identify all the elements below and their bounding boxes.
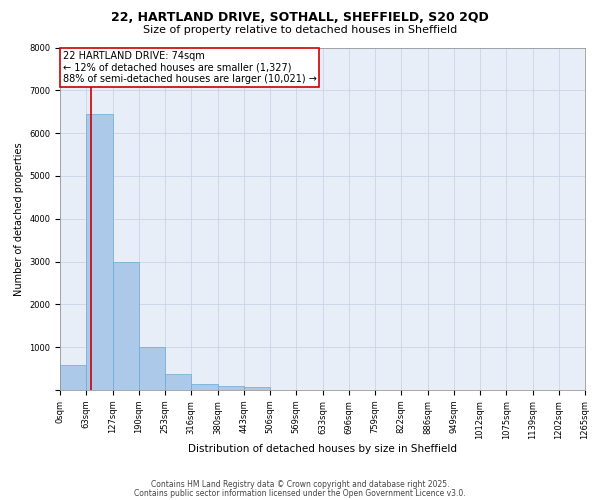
Bar xyxy=(218,386,244,390)
Text: Contains HM Land Registry data © Crown copyright and database right 2025.: Contains HM Land Registry data © Crown c… xyxy=(151,480,449,489)
Bar xyxy=(60,365,86,390)
Bar xyxy=(86,114,113,390)
Text: Size of property relative to detached houses in Sheffield: Size of property relative to detached ho… xyxy=(143,25,457,35)
Text: Contains public sector information licensed under the Open Government Licence v3: Contains public sector information licen… xyxy=(134,488,466,498)
Text: 22 HARTLAND DRIVE: 74sqm
← 12% of detached houses are smaller (1,327)
88% of sem: 22 HARTLAND DRIVE: 74sqm ← 12% of detach… xyxy=(62,51,317,84)
Bar xyxy=(165,374,191,390)
Bar xyxy=(244,387,270,390)
X-axis label: Distribution of detached houses by size in Sheffield: Distribution of detached houses by size … xyxy=(188,444,457,454)
Y-axis label: Number of detached properties: Number of detached properties xyxy=(14,142,23,296)
Bar xyxy=(191,384,218,390)
Text: 22, HARTLAND DRIVE, SOTHALL, SHEFFIELD, S20 2QD: 22, HARTLAND DRIVE, SOTHALL, SHEFFIELD, … xyxy=(111,11,489,24)
Bar xyxy=(113,262,139,390)
Bar xyxy=(139,347,165,390)
